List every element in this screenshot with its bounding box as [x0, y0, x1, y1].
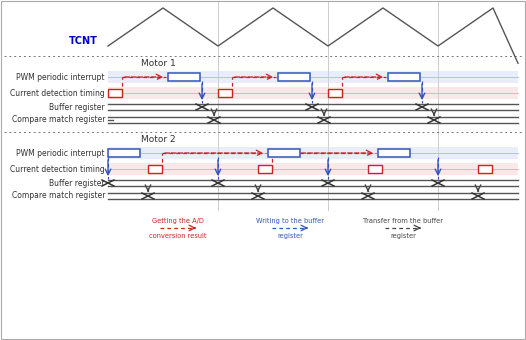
- Bar: [328, 89, 342, 97]
- Bar: [168, 73, 200, 81]
- Bar: [108, 71, 518, 83]
- Bar: [108, 163, 518, 175]
- Bar: [388, 73, 420, 81]
- Text: TCNT: TCNT: [69, 36, 98, 46]
- Text: conversion result: conversion result: [149, 233, 207, 239]
- Text: Current detection timing: Current detection timing: [10, 165, 105, 173]
- Bar: [108, 147, 518, 159]
- Text: Buffer register: Buffer register: [49, 102, 105, 112]
- Text: Motor 2: Motor 2: [140, 136, 175, 144]
- Bar: [108, 89, 122, 97]
- Text: Getting the A/D: Getting the A/D: [152, 218, 204, 224]
- Text: Transfer from the buffer: Transfer from the buffer: [363, 218, 443, 224]
- Text: Buffer register: Buffer register: [49, 178, 105, 187]
- Text: Compare match register: Compare match register: [12, 116, 105, 124]
- Bar: [108, 149, 140, 157]
- Text: PWM periodic interrupt: PWM periodic interrupt: [16, 72, 105, 82]
- Text: Writing to the buffer: Writing to the buffer: [256, 218, 324, 224]
- Bar: [148, 165, 162, 173]
- Bar: [278, 73, 310, 81]
- Bar: [478, 165, 492, 173]
- Bar: [268, 149, 300, 157]
- Text: register: register: [390, 233, 416, 239]
- Bar: [368, 165, 382, 173]
- Text: Motor 1: Motor 1: [140, 59, 175, 68]
- Bar: [108, 87, 518, 99]
- Bar: [378, 149, 410, 157]
- Text: register: register: [277, 233, 303, 239]
- Text: Compare match register: Compare match register: [12, 191, 105, 201]
- Bar: [258, 165, 272, 173]
- Text: PWM periodic interrupt: PWM periodic interrupt: [16, 149, 105, 157]
- Bar: [218, 89, 232, 97]
- Text: Current detection timing: Current detection timing: [10, 88, 105, 98]
